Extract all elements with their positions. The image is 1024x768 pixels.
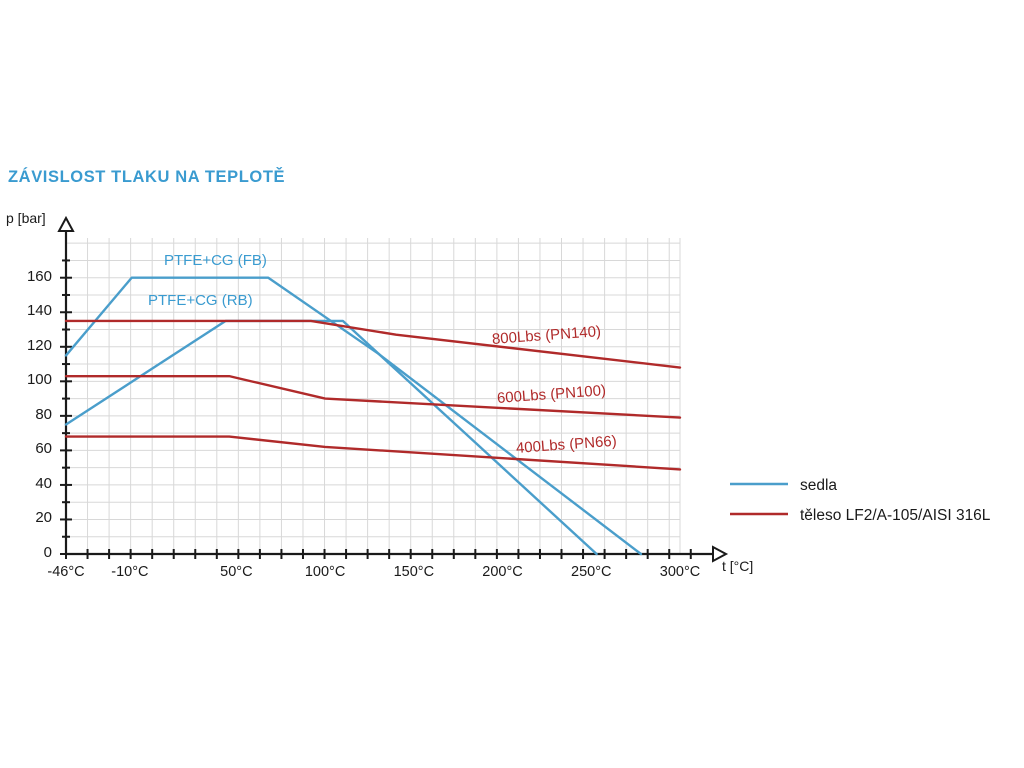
series-line-0 [64,276,643,556]
annotation-ptfe-cg-rb: PTFE+CG (RB) [148,292,253,309]
x-tick-label: 50°C [220,564,253,580]
x-tick-label: 150°C [393,564,435,580]
x-axis-title: t [°C] [722,558,754,574]
y-tick-label: 40 [35,474,52,492]
x-tick-label: 250°C [571,564,612,580]
series-line-3 [64,374,682,419]
series-line-2 [64,319,682,369]
legend-label-teleso: těleso LF2/A-105/AISI 316L [800,507,991,524]
y-tick-label: 100 [26,371,52,389]
x-tick-label: 100°C [304,564,346,580]
annotation-ptfe-cg-fb: PTFE+CG (FB) [164,252,267,269]
legend-swatches [730,482,788,516]
y-tick-label: 0 [43,544,52,561]
x-tick-label: 200°C [482,564,523,580]
x-tick-label: 300°C [659,564,701,580]
y-tick-label: 60 [35,440,52,458]
axis-ticks [60,259,692,559]
y-tick-label: 140 [26,302,52,320]
y-tick-label: 20 [35,509,52,527]
legend-label-sedla: sedla [800,477,838,494]
y-axis-title: p [bar] [6,210,46,226]
series-line-4 [64,435,682,471]
x-tick-label: -10°C [111,564,149,580]
y-tick-label: 160 [26,267,52,285]
y-tick-label: 120 [26,336,52,354]
chart-title: ZÁVISLOST TLAKU NA TEPLOTĚ [8,168,286,186]
y-tick-label: 80 [35,405,52,423]
x-tick-label: -46°C [47,564,85,580]
series-lines [64,276,682,556]
